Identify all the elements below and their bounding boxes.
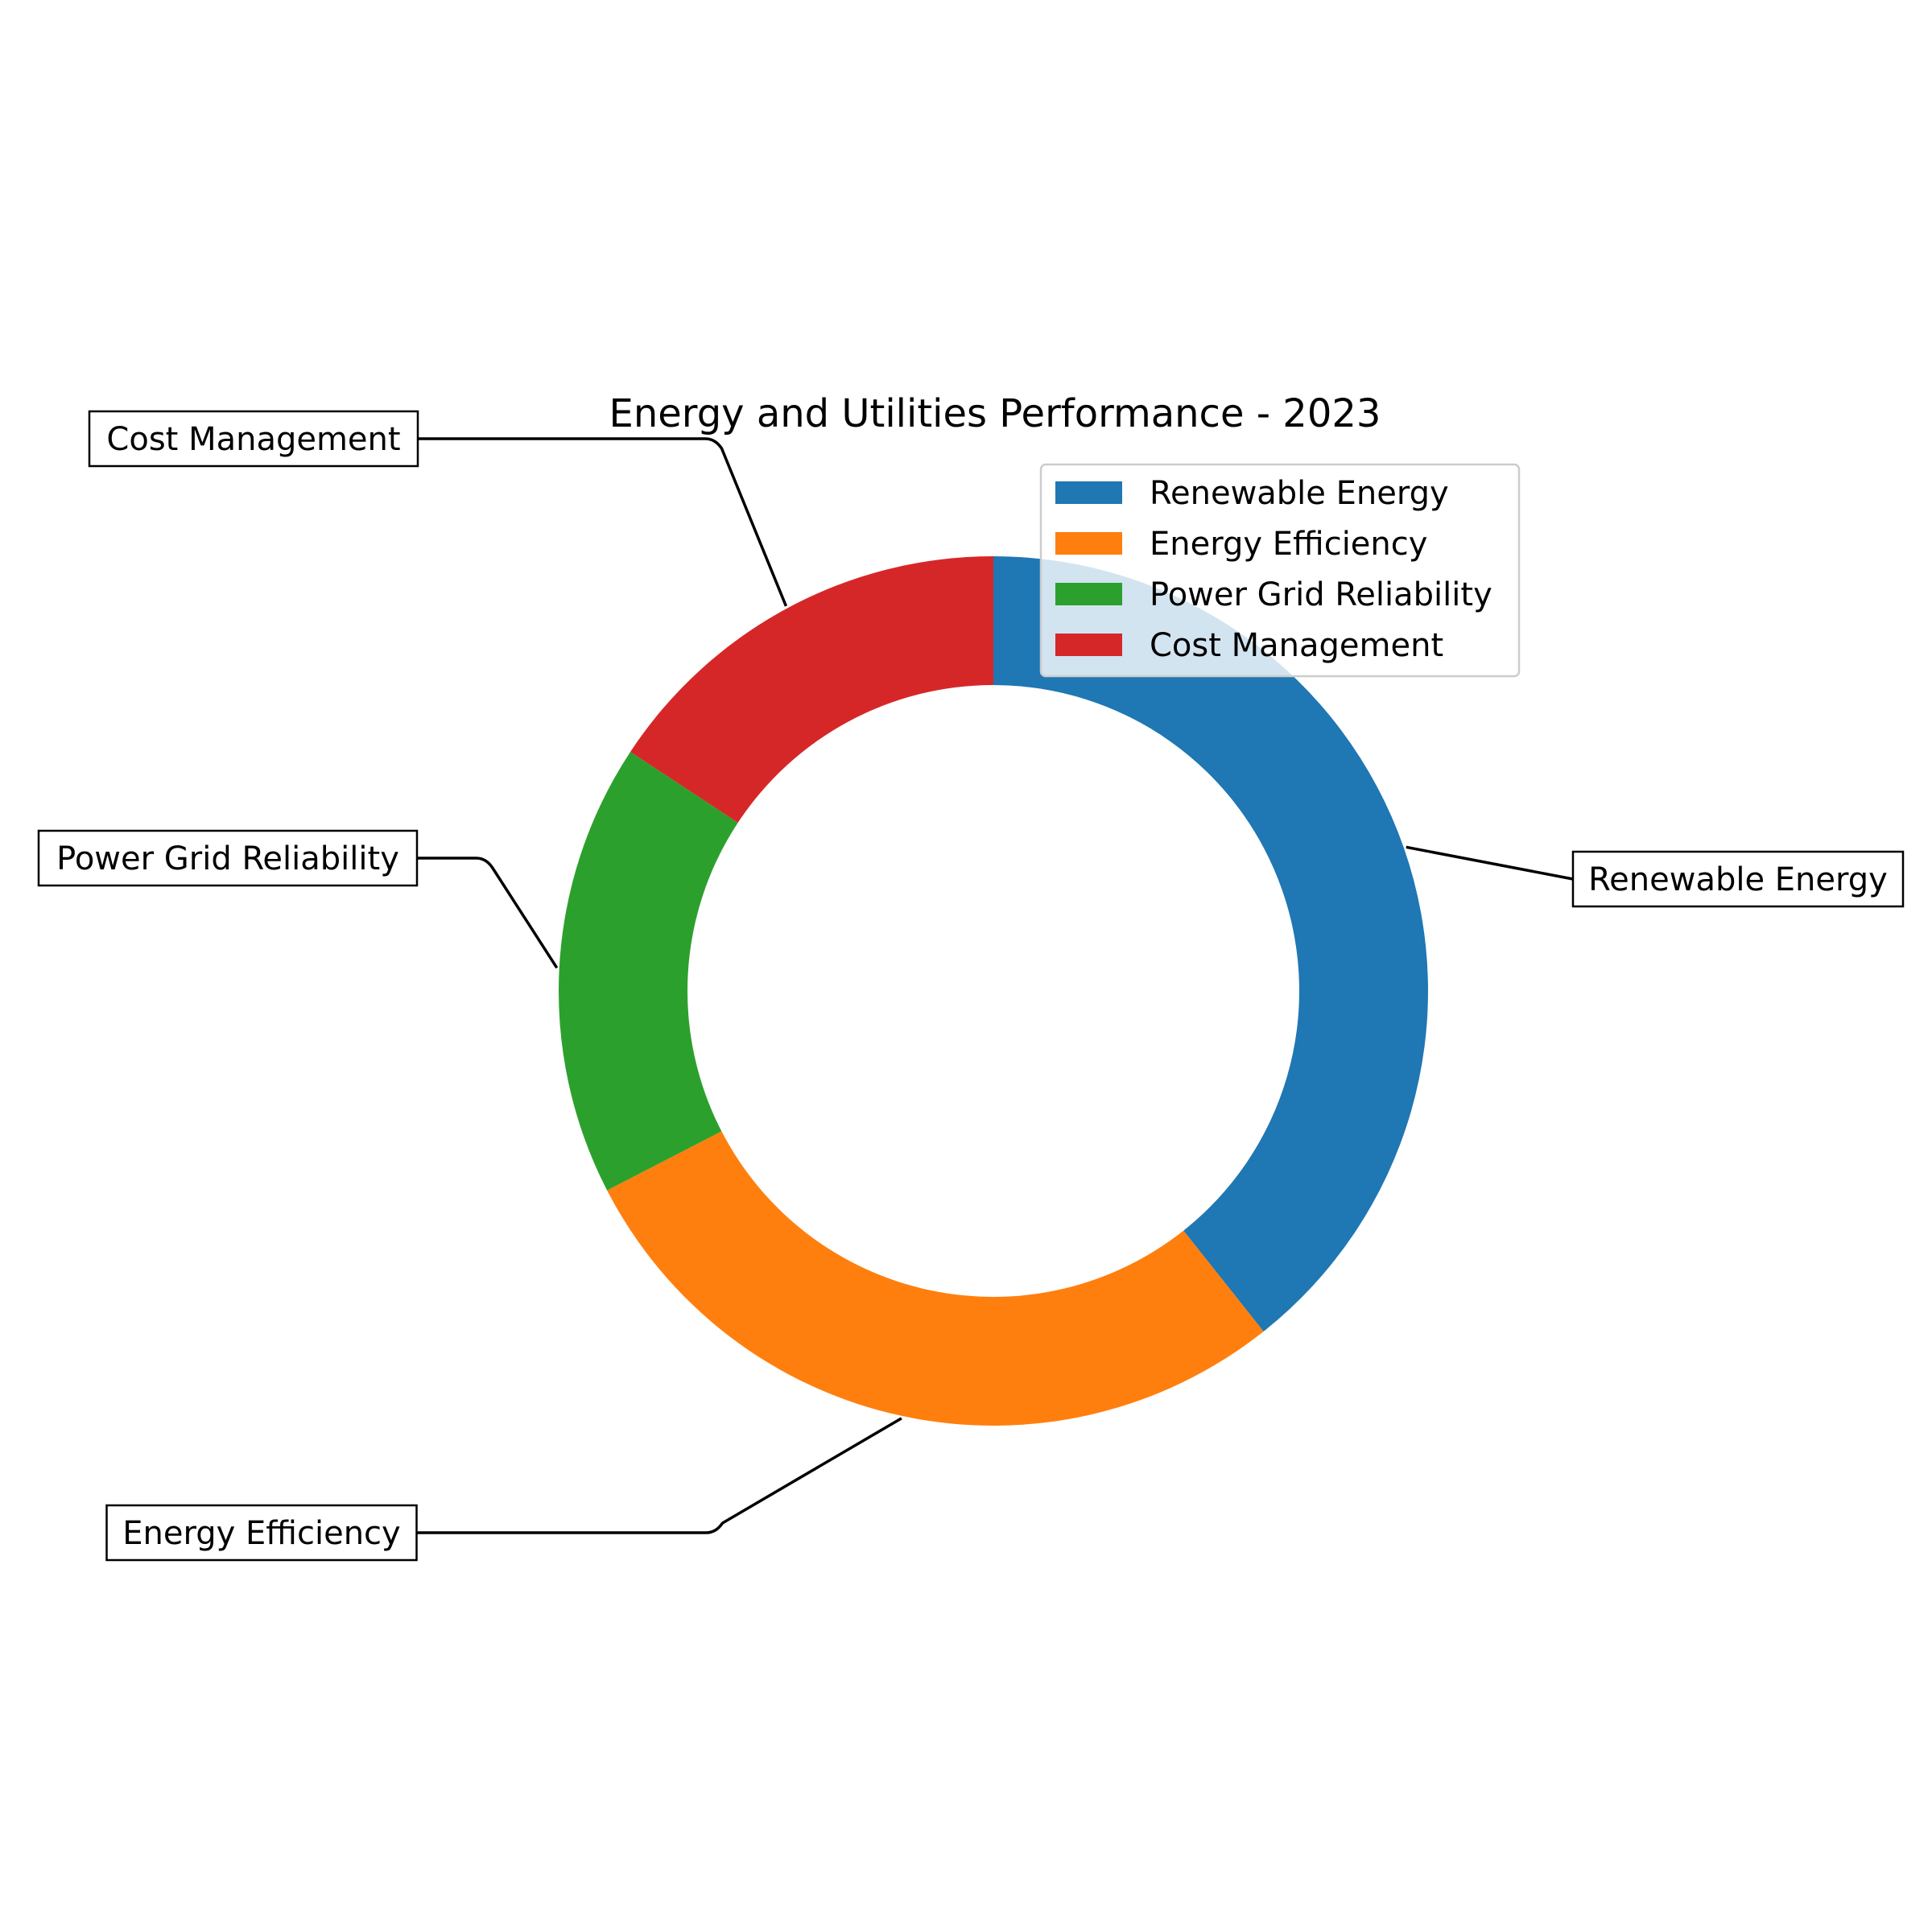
label-box-power-grid-reliability bbox=[37, 829, 419, 887]
label-box-renewable-energy bbox=[1571, 850, 1905, 908]
slice-label-power-grid-reliability: Power Grid Reliability bbox=[56, 840, 399, 877]
legend-swatch-renewable-energy bbox=[1055, 481, 1122, 504]
legend: Renewable Energy Energy Efficiency Power G… bbox=[1039, 463, 1521, 678]
legend-swatch-energy-efficiency bbox=[1055, 532, 1122, 555]
legend-label-cost-management: Cost Management bbox=[1150, 627, 1443, 664]
leader-line-energy-efficiency bbox=[416, 1417, 902, 1534]
slice-power-grid-reliability bbox=[558, 751, 738, 1191]
legend-swatch-power-grid-reliability bbox=[1055, 583, 1122, 605]
slice-renewable-energy bbox=[993, 556, 1428, 1332]
slice-labels: Renewable Energy Energy Efficiency Power G… bbox=[37, 410, 1905, 1562]
legend-label-renewable-energy: Renewable Energy bbox=[1150, 475, 1449, 512]
slice-cost-management bbox=[630, 556, 993, 823]
label-box-energy-efficiency bbox=[105, 1504, 418, 1562]
legend-label-energy-efficiency: Energy Efficiency bbox=[1150, 526, 1427, 563]
slice-label-cost-management: Cost Management bbox=[106, 421, 400, 458]
leader-line-cost-management bbox=[418, 437, 788, 607]
leader-line-power-grid-reliability bbox=[417, 857, 559, 969]
legend-swatch-cost-management bbox=[1055, 634, 1122, 656]
legend-label-power-grid-reliability: Power Grid Reliability bbox=[1150, 576, 1492, 613]
leader-line-renewable-energy bbox=[1406, 845, 1574, 881]
chart-title: Energy and Utilities Performance - 2023 bbox=[609, 391, 1381, 436]
slice-label-renewable-energy: Renewable Energy bbox=[1588, 861, 1888, 898]
label-box-cost-management bbox=[88, 410, 419, 468]
donut-slices bbox=[558, 556, 1428, 1426]
slice-energy-efficiency bbox=[607, 1131, 1264, 1426]
legend-frame bbox=[1039, 463, 1521, 678]
slice-label-energy-efficiency: Energy Efficiency bbox=[122, 1515, 400, 1552]
